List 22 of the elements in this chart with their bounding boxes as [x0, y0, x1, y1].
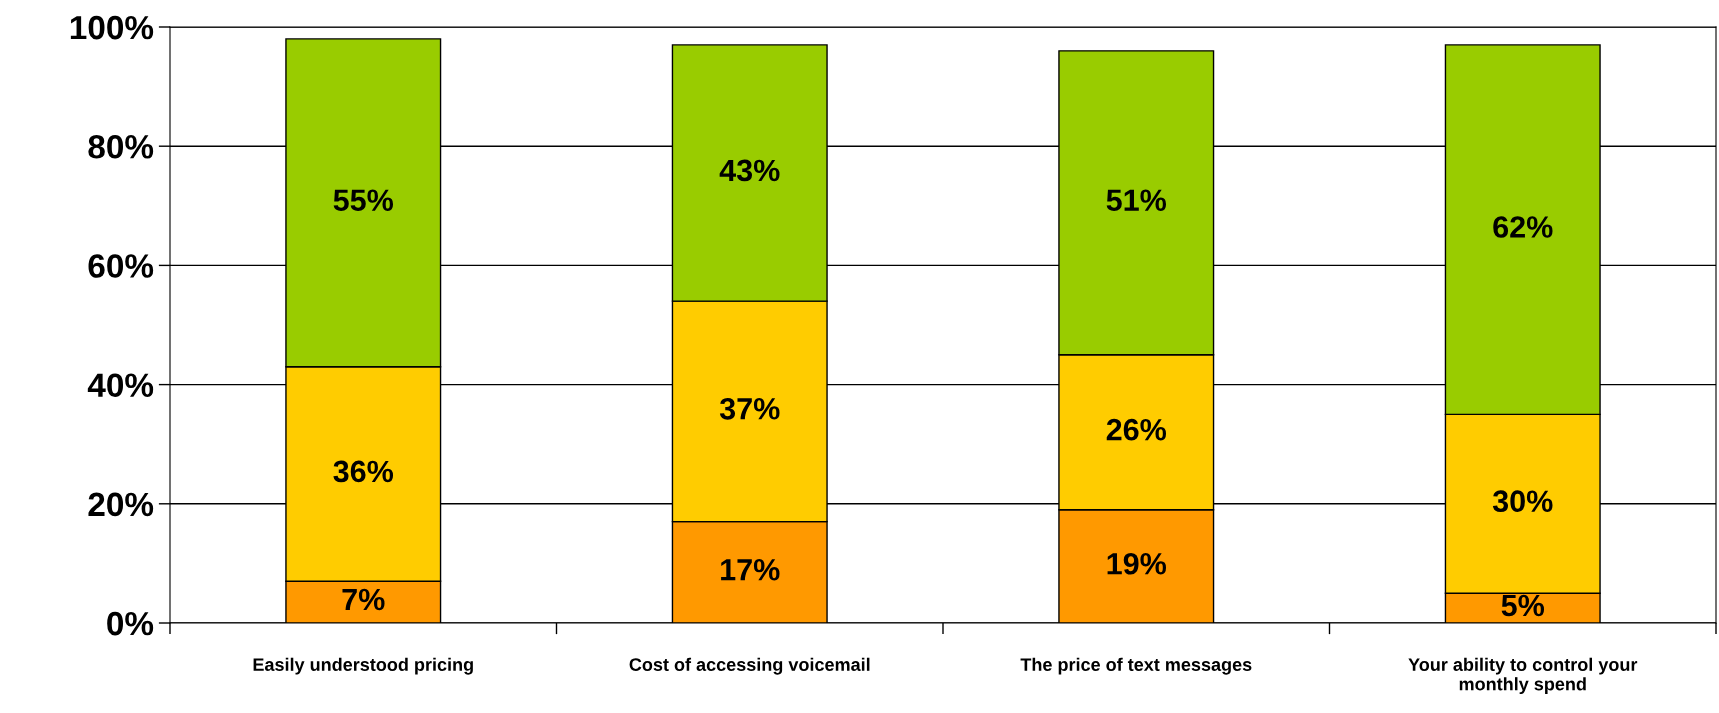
data-label: 55%: [333, 189, 394, 212]
y-tick-label: 60%: [88, 254, 154, 278]
x-tick-label: Your ability to control your monthly spend: [1408, 657, 1638, 694]
data-label: 37%: [719, 397, 780, 420]
data-label: 36%: [333, 460, 394, 483]
data-label: 17%: [721, 558, 780, 581]
data-label: 19%: [1107, 552, 1167, 575]
data-label: 43%: [719, 159, 780, 182]
y-tick-label: 0%: [107, 611, 154, 636]
y-tick-label: 100%: [70, 15, 154, 40]
x-tick-label: Cost of accessing voicemail: [629, 657, 870, 675]
data-label: 51%: [1106, 189, 1167, 212]
x-tick-label: Easily understood pricing: [253, 657, 473, 675]
y-tick-label: 20%: [88, 492, 154, 517]
data-label: 62%: [1493, 216, 1553, 238]
data-label: 26%: [1106, 418, 1167, 441]
data-label: 30%: [1492, 490, 1553, 513]
y-tick-label: 80%: [88, 135, 154, 159]
y-tick-label: 40%: [87, 373, 154, 398]
x-tick-label: The price of text messages: [1020, 657, 1252, 675]
data-label: 7%: [342, 588, 385, 611]
data-label: 5%: [1501, 594, 1545, 617]
